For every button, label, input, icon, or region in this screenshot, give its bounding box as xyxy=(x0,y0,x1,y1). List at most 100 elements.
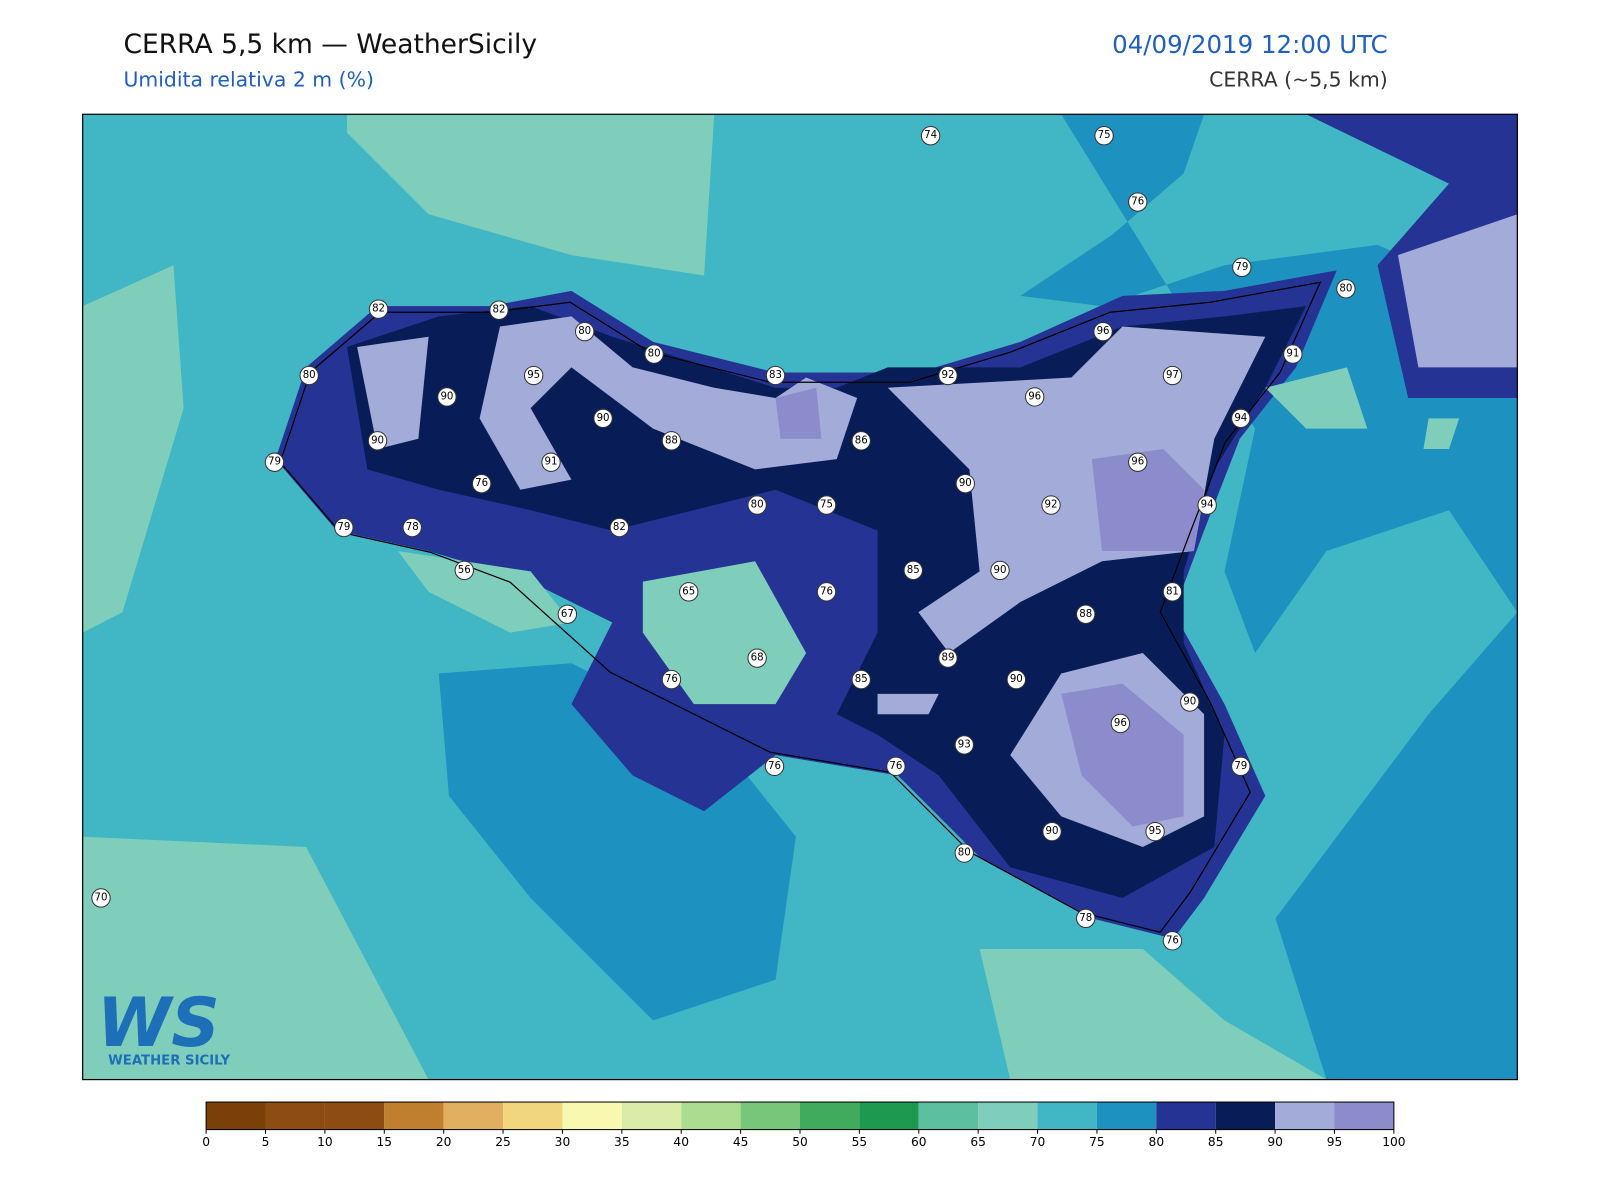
colorbar: 0 5 10 15 20 25 30 35 40 45 50 55 60 65 70 75 80 85 90 95 10… xyxy=(202,1101,1406,1149)
station-marker xyxy=(368,299,389,319)
station: 80 xyxy=(575,321,595,342)
station: 79 xyxy=(1232,257,1252,278)
station: 90 xyxy=(990,560,1010,581)
station-value: 78 xyxy=(406,522,419,533)
station: 76 xyxy=(886,756,906,777)
colorbar-segment xyxy=(1215,1102,1276,1130)
station: 90 xyxy=(437,387,457,407)
station: 96 xyxy=(1128,452,1148,472)
station-value: 89 xyxy=(941,653,954,664)
station-marker xyxy=(91,888,111,908)
station-marker xyxy=(367,431,388,451)
station-value: 67 xyxy=(561,609,574,620)
station-marker xyxy=(523,365,544,386)
logo: WS WEATHER SICILY xyxy=(97,983,231,1068)
station: 75 xyxy=(1094,126,1114,146)
station: 80 xyxy=(954,843,974,863)
station: 88 xyxy=(1076,604,1096,624)
station-marker xyxy=(903,560,923,581)
station-marker xyxy=(471,473,492,494)
station-value: 79 xyxy=(1235,262,1248,273)
datetime: 04/09/2019 12:00 UTC xyxy=(1112,30,1388,59)
station-value: 94 xyxy=(1234,413,1247,424)
station: 91 xyxy=(541,452,561,472)
coastline xyxy=(279,281,1322,933)
station-marker xyxy=(1162,931,1183,951)
station-value: 96 xyxy=(1028,391,1041,402)
station: 76 xyxy=(1128,192,1148,212)
colorbar-tick-label: 85 xyxy=(1208,1135,1224,1149)
station-value: 85 xyxy=(907,565,920,576)
colorbar-segment xyxy=(503,1102,563,1130)
station-value: 90 xyxy=(959,478,972,489)
station-value: 90 xyxy=(1010,674,1023,685)
station-marker xyxy=(1042,821,1062,842)
colorbar-segment xyxy=(978,1102,1038,1130)
colorbar-segment xyxy=(1156,1102,1216,1130)
station: 86 xyxy=(851,431,871,451)
station-value: 82 xyxy=(613,522,626,533)
station-value: 95 xyxy=(1149,826,1162,837)
station-marker xyxy=(1232,257,1252,278)
colorbar-tick-label: 80 xyxy=(1149,1135,1165,1149)
station: 82 xyxy=(609,517,630,538)
station-value: 76 xyxy=(665,674,678,685)
colorbar-segment xyxy=(800,1102,860,1130)
station-value: 90 xyxy=(440,391,453,402)
map-field xyxy=(82,114,1518,1080)
station: 90 xyxy=(593,408,613,429)
station-marker xyxy=(764,756,785,777)
colorbar-segment xyxy=(384,1102,444,1130)
colorbar-segment xyxy=(859,1102,919,1130)
station: 80 xyxy=(299,365,319,386)
station: 82 xyxy=(489,300,509,320)
station-value: 96 xyxy=(1131,457,1144,468)
station-value: 82 xyxy=(492,305,505,316)
station: 91 xyxy=(1283,344,1303,364)
subtitle: Umidita relativa 2 m (%) xyxy=(123,68,373,92)
station-value: 78 xyxy=(1079,913,1092,924)
station: 79 xyxy=(1231,756,1251,777)
station-value: 97 xyxy=(1166,370,1179,381)
colorbar-segment xyxy=(740,1102,800,1130)
station-value: 76 xyxy=(1131,197,1144,208)
station-value: 80 xyxy=(1339,283,1352,294)
station: 67 xyxy=(557,604,578,624)
station-marker xyxy=(851,431,871,451)
logo-text: WEATHER SICILY xyxy=(108,1053,230,1068)
station-marker xyxy=(1336,279,1356,299)
station-value: 93 xyxy=(958,739,971,750)
station-value: 90 xyxy=(1046,826,1059,837)
station: 96 xyxy=(1025,387,1045,407)
station: 85 xyxy=(851,669,871,690)
station: 96 xyxy=(1110,713,1131,734)
station-value: 92 xyxy=(941,370,954,381)
station-value: 91 xyxy=(1286,349,1299,360)
colorbar-tick-label: 35 xyxy=(614,1135,630,1149)
station-marker xyxy=(920,126,941,146)
station-value: 96 xyxy=(1097,326,1110,337)
station: 90 xyxy=(955,473,975,494)
station-marker xyxy=(938,365,958,386)
station-marker xyxy=(816,582,837,602)
colorbar-tick-label: 0 xyxy=(202,1135,210,1149)
station: 97 xyxy=(1162,365,1183,386)
colorbar-tick-label: 30 xyxy=(555,1135,571,1149)
station-marker xyxy=(1094,126,1114,146)
colorbar-tick-label: 10 xyxy=(317,1135,333,1149)
station: 92 xyxy=(938,365,958,386)
station-value: 75 xyxy=(1098,130,1111,141)
station-marker xyxy=(1145,821,1165,842)
station: 96 xyxy=(1093,321,1113,342)
station-value: 86 xyxy=(855,435,868,446)
station-marker xyxy=(1162,365,1183,386)
station-value: 76 xyxy=(768,761,781,772)
station-marker xyxy=(1180,692,1200,712)
station-marker xyxy=(609,517,630,538)
station-value: 80 xyxy=(958,848,971,859)
station-marker xyxy=(1093,321,1113,342)
colorbar-tick-label: 50 xyxy=(792,1135,808,1149)
colorbar-tick-label: 45 xyxy=(733,1135,749,1149)
station: 95 xyxy=(1145,821,1165,842)
station-marker xyxy=(747,648,767,668)
